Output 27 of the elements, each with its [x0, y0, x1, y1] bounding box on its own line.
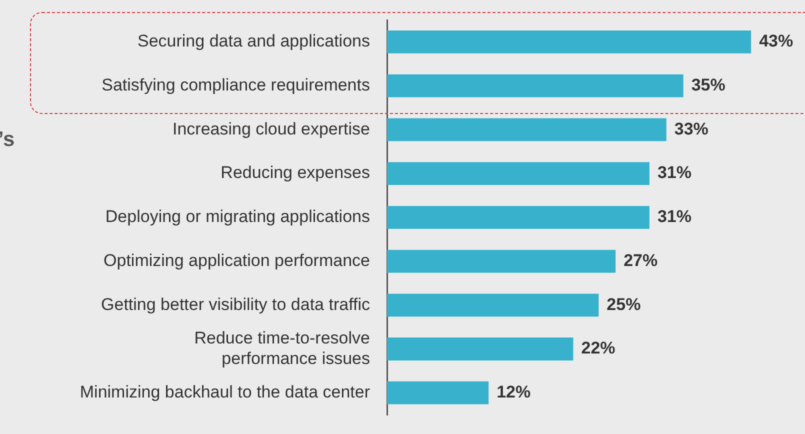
data-label: 12%	[496, 382, 531, 402]
y-tick-label: Securing data and applications	[138, 32, 370, 51]
y-tick-label: Reducing expenses	[220, 163, 370, 182]
data-label: 27%	[624, 250, 658, 270]
data-label: 31%	[657, 163, 692, 182]
bar	[387, 30, 752, 54]
data-label: 43%	[759, 32, 794, 51]
y-tick-label: Getting better visibility to data traffic	[101, 294, 370, 314]
bar	[387, 250, 616, 273]
y-tick-label: Satisfying compliance requirements	[102, 75, 370, 94]
bar	[387, 118, 666, 142]
bar	[387, 381, 489, 404]
bar	[387, 162, 650, 185]
data-label: 33%	[674, 119, 708, 138]
y-tick-label: Deploying or migrating applications	[105, 207, 370, 226]
bar	[387, 338, 574, 360]
data-label: 31%	[657, 207, 692, 226]
y-tick-label: Optimizing application performance	[104, 250, 370, 270]
y-tick-label: Increasing cloud expertise	[172, 119, 370, 138]
bar	[387, 294, 599, 317]
bar	[387, 74, 684, 98]
y-tick-label: Reduce time-to-resolve performance issues	[194, 328, 370, 368]
data-label: 22%	[581, 338, 616, 358]
data-label: 25%	[606, 294, 641, 314]
bar	[387, 206, 650, 229]
data-label: 35%	[691, 75, 726, 94]
y-tick-label: Minimizing backhaul to the data center	[80, 382, 370, 402]
